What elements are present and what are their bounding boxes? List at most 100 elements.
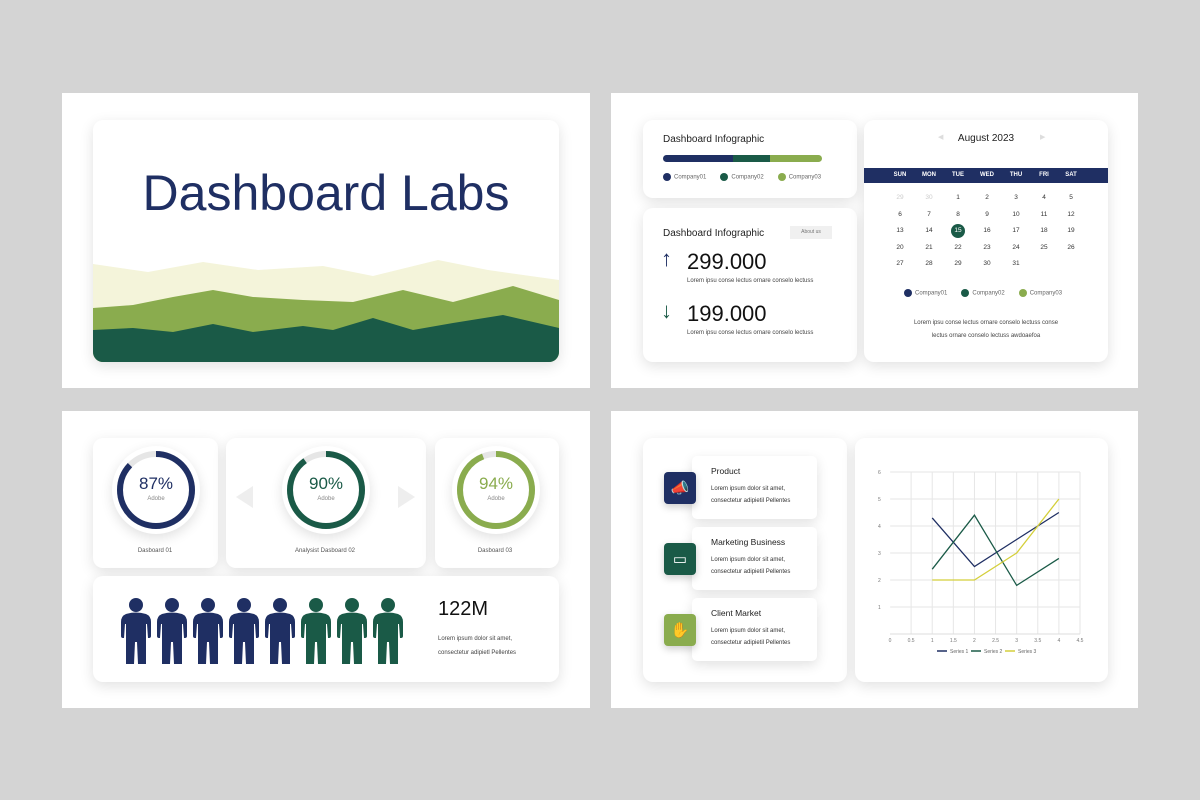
calendar-card: ◀ August 2023 ▶ SUN MON TUE WED THU FRI SAT 29 3… <box>864 120 1108 362</box>
calendar-day[interactable]: 17 <box>1012 227 1020 234</box>
calendar-day-selected[interactable]: 15 <box>951 224 965 238</box>
weekday-label: MON <box>922 172 936 178</box>
carousel-prev-icon[interactable] <box>236 486 253 508</box>
about-us-button[interactable]: About us <box>790 226 832 239</box>
progress-segment <box>769 155 822 162</box>
calendar-day[interactable]: 23 <box>983 243 991 251</box>
ring-arc <box>287 451 365 529</box>
calendar-day[interactable]: 20 <box>896 243 904 251</box>
legend-label: Company03 <box>788 174 822 181</box>
weekday-label: SAT <box>1065 172 1077 178</box>
calendar-month: August 2023 <box>957 133 1015 144</box>
calendar-day[interactable]: 22 <box>954 243 962 251</box>
feature-text-line: Lorem ipsum dolor sit amet, <box>711 486 786 492</box>
weekday-label: FRI <box>1039 172 1049 178</box>
calendar-text: lectus ornare conselo lectuss awdoaefoa <box>931 333 1041 339</box>
stacked-progress-bar <box>663 155 822 162</box>
weekday-label: THU <box>1009 172 1023 178</box>
megaphone-icon: 📣 <box>664 472 696 504</box>
person-icon <box>301 598 331 664</box>
calendar-day[interactable]: 27 <box>896 260 904 267</box>
calendar-day[interactable]: 18 <box>1040 227 1048 234</box>
calendar-day[interactable]: 21 <box>925 243 933 251</box>
calendar-day[interactable]: 8 <box>956 210 960 218</box>
calendar-day[interactable]: 26 <box>1067 243 1075 251</box>
progress-segment <box>732 155 770 162</box>
weekday-label: SUN <box>893 172 907 178</box>
calendar-day[interactable]: 14 <box>925 227 933 234</box>
feature-text-line: Lorem ipsum dolor sit amet, <box>711 628 786 634</box>
calendar-day[interactable]: 11 <box>1040 210 1048 218</box>
person-icon <box>373 598 403 664</box>
feature-title: Product <box>711 466 741 476</box>
calendar-day[interactable]: 9 <box>985 210 989 218</box>
arrow-down-icon: ↓ <box>661 298 672 323</box>
feature-title: Marketing Business <box>711 537 786 547</box>
feature-text: Lorem ipsum dolor sit amet, consectetur a… <box>711 625 811 649</box>
calendar-day[interactable]: 31 <box>1012 260 1020 267</box>
ring-percent: 87% <box>138 474 174 493</box>
ring-caption: Analysist Dasboard 02 <box>294 548 356 554</box>
legend-item: Company01 <box>904 289 947 297</box>
legend-item: Company02 <box>720 173 764 181</box>
legend-item: Company03 <box>777 173 822 181</box>
prev-month-icon[interactable]: ◀ <box>938 134 944 141</box>
calendar-text: Lorem ipsu conse lectus ornare conselo l… <box>913 320 1059 326</box>
ring-arc <box>457 451 535 529</box>
legend: Company01 Company02 Company03 <box>663 173 821 181</box>
legend-label: Company01 <box>915 290 948 297</box>
card-title: Dashboard Infographic <box>663 228 765 239</box>
people-chart <box>121 598 403 664</box>
calendar-day[interactable]: 19 <box>1067 227 1075 234</box>
calendar-day[interactable]: 29 <box>896 194 904 201</box>
calendar-day[interactable]: 10 <box>1012 210 1020 218</box>
calendar-day[interactable]: 2 <box>985 194 989 201</box>
stat-text: Lorem ipsu conse lectus ornare conselo l… <box>687 330 814 336</box>
calendar-day[interactable]: 30 <box>925 194 933 201</box>
legend-dot <box>904 289 912 297</box>
card-title: Dashboard Infographic <box>663 134 765 145</box>
ring-caption: Dasboard 03 <box>477 548 513 554</box>
feature-title: Client Market <box>711 608 762 618</box>
stats-card: Dashboard Infographic About us ↑ 299.000… <box>643 208 857 362</box>
calendar-day[interactable]: 16 <box>983 227 991 234</box>
legend-label: Company03 <box>1029 290 1063 297</box>
next-month-icon[interactable]: ▶ <box>1040 134 1046 141</box>
legend-item: Company03 <box>1018 289 1063 297</box>
people-value: 122M <box>438 598 489 620</box>
person-icon <box>337 598 367 664</box>
calendar-day[interactable]: 29 <box>954 260 962 267</box>
legend-dot <box>663 173 671 181</box>
progress-segment <box>663 155 733 162</box>
stat-value: 199.000 <box>687 301 767 326</box>
people-card: 122M Lorem ipsum dolor sit amet, consect… <box>93 576 559 682</box>
stat-text: Lorem ipsu conse lectus ornare conselo l… <box>687 278 814 284</box>
legend-dot <box>961 289 970 297</box>
feature-text-line: consectetur adipietil Pellentes <box>711 498 791 504</box>
weekday-header <box>864 168 1108 183</box>
feature-text-line: consectetur adipietil Pellentes <box>711 569 791 575</box>
ring-percent: 94% <box>478 474 514 493</box>
calendar-day[interactable]: 12 <box>1067 210 1075 218</box>
calendar-day[interactable]: 7 <box>927 210 931 218</box>
calendar-day[interactable]: 1 <box>956 194 960 201</box>
calendar-day[interactable]: 6 <box>898 210 902 218</box>
calendar-day[interactable]: 28 <box>925 260 933 267</box>
legend-dot <box>777 173 786 181</box>
calendar-day[interactable]: 4 <box>1042 194 1046 201</box>
calendar-day[interactable]: 25 <box>1040 243 1048 251</box>
mountains-graphic <box>93 260 559 362</box>
calendar-day[interactable]: 30 <box>983 260 991 267</box>
calendar-day[interactable]: 5 <box>1069 194 1073 201</box>
progress-ring: 94% Adobe <box>452 446 540 534</box>
calendar-day[interactable]: 13 <box>896 227 904 234</box>
carousel-next-icon[interactable] <box>398 486 415 508</box>
progress-card: Dashboard Infographic Company01 Company0… <box>643 120 857 198</box>
ring-label: Adobe <box>317 496 335 502</box>
calendar-day[interactable]: 24 <box>1012 243 1020 251</box>
ring-caption: Dasboard 01 <box>137 548 173 554</box>
feature-text: Lorem ipsum dolor sit amet, consectetur a… <box>711 554 811 578</box>
hand-coin-icon: ✋ <box>664 614 696 646</box>
legend: Company01 Company02 Company03 <box>904 289 1062 297</box>
calendar-day[interactable]: 3 <box>1014 194 1018 201</box>
